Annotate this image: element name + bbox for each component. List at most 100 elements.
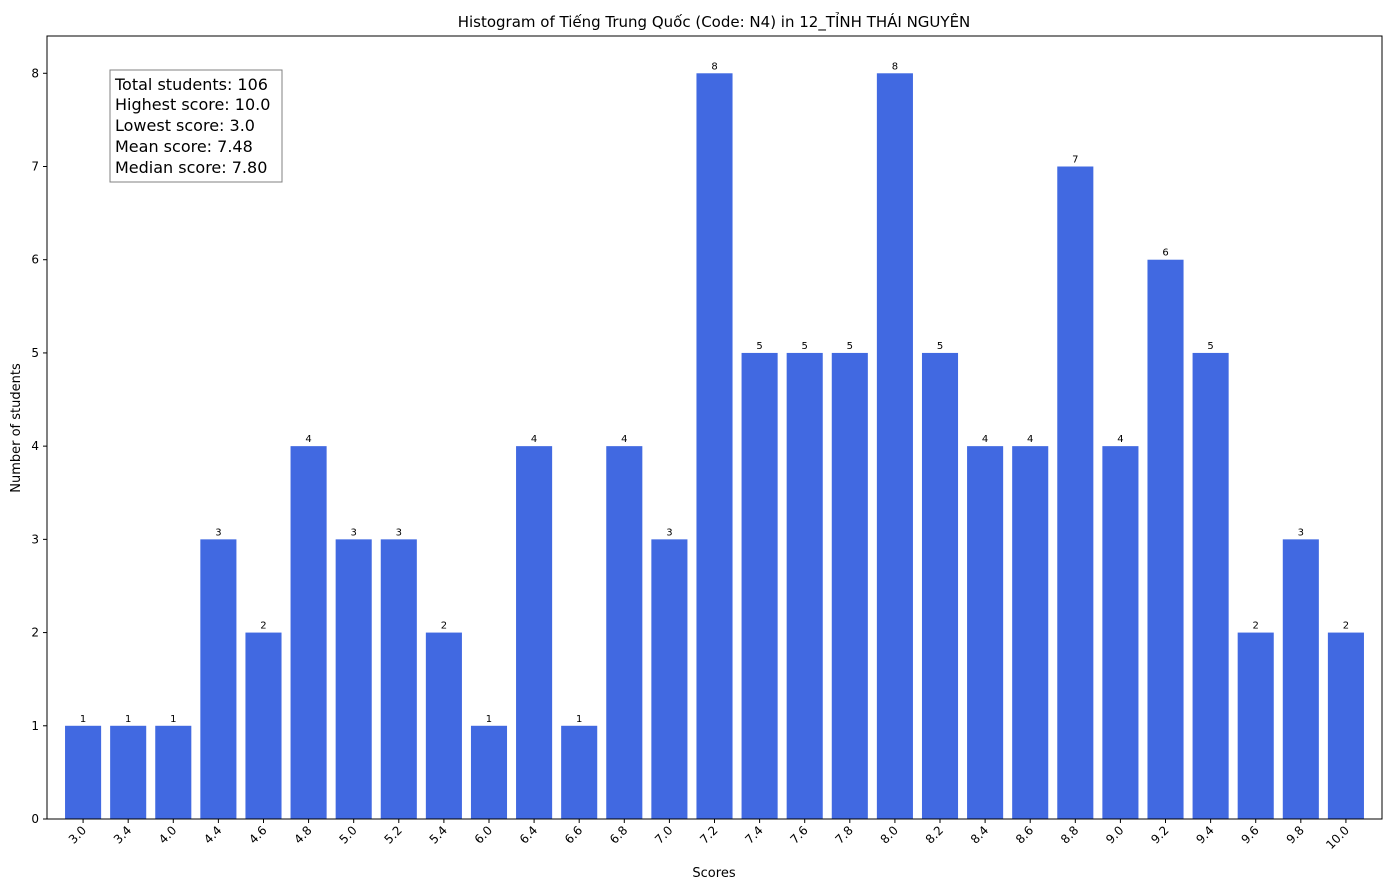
bar-4.0 bbox=[155, 725, 192, 819]
bar-4.6 bbox=[245, 632, 282, 819]
bar-8.4 bbox=[967, 446, 1004, 819]
bar-value-label: 3 bbox=[351, 527, 357, 538]
y-tick-label: 5 bbox=[31, 346, 39, 360]
bar-value-label: 1 bbox=[125, 714, 131, 725]
bar-value-label: 4 bbox=[305, 434, 311, 445]
bar-value-label: 4 bbox=[531, 434, 537, 445]
bar-8.8 bbox=[1057, 166, 1094, 819]
x-tick-label: 8.4 bbox=[968, 823, 991, 846]
y-tick-label: 7 bbox=[31, 160, 39, 174]
bar-labels-group: 1 1 1 3 2 4 3 3 2 1 4 1 4 3 8 5 5 5 8 5 4 4 7 4 6 5 2 3 2 bbox=[80, 61, 1349, 725]
bar-value-label: 1 bbox=[170, 714, 176, 725]
x-tick-label: 9.6 bbox=[1238, 823, 1261, 846]
y-tick-label: 3 bbox=[31, 532, 39, 546]
x-tick-label: 9.2 bbox=[1148, 823, 1171, 846]
bar-6.0 bbox=[470, 725, 508, 819]
x-tick-label: 5.2 bbox=[382, 823, 405, 846]
bar-value-label: 2 bbox=[1343, 621, 1349, 632]
bar-value-label: 3 bbox=[396, 527, 402, 538]
bar-value-label: 5 bbox=[847, 341, 853, 352]
bar-value-label: 2 bbox=[441, 621, 447, 632]
x-tick-label: 9.8 bbox=[1284, 823, 1307, 846]
y-tick-label: 6 bbox=[31, 253, 39, 267]
bar-value-label: 8 bbox=[892, 61, 898, 72]
bar-value-label: 1 bbox=[80, 714, 86, 725]
bar-8.0 bbox=[876, 73, 913, 820]
bar-7.2 bbox=[696, 73, 733, 820]
stats-line-highest: Highest score: 10.0 bbox=[115, 95, 270, 114]
bar-6.4 bbox=[516, 446, 553, 819]
x-tick-label: 5.4 bbox=[427, 823, 450, 846]
x-tick-label: 4.6 bbox=[246, 823, 269, 846]
bar-6.6 bbox=[561, 725, 598, 819]
y-tick-label: 8 bbox=[31, 66, 39, 80]
bar-3.0 bbox=[65, 725, 102, 819]
x-tick-label: 7.6 bbox=[787, 823, 810, 846]
bar-8.2 bbox=[921, 352, 959, 819]
bar-value-label: 8 bbox=[711, 61, 717, 72]
bar-value-label: 4 bbox=[982, 434, 988, 445]
bars-group bbox=[65, 73, 1364, 820]
x-tick-label: 8.8 bbox=[1058, 823, 1081, 846]
x-tick-label: 6.6 bbox=[562, 823, 585, 846]
bar-4.4 bbox=[200, 539, 237, 819]
x-tick-label: 7.0 bbox=[652, 823, 675, 846]
bar-value-label: 3 bbox=[1298, 527, 1304, 538]
x-tick-label: 7.4 bbox=[742, 823, 765, 846]
bar-6.8 bbox=[606, 446, 643, 819]
bar-9.2 bbox=[1147, 259, 1184, 819]
bar-7.4 bbox=[741, 352, 778, 819]
stats-line-total: Total students: 106 bbox=[114, 75, 268, 94]
x-tick-label: 6.0 bbox=[472, 823, 495, 846]
bar-5.4 bbox=[425, 632, 462, 819]
x-tick-label: 4.8 bbox=[291, 823, 314, 846]
stats-line-mean: Mean score: 7.48 bbox=[115, 137, 253, 156]
bar-7.8 bbox=[831, 352, 868, 819]
x-tick-label: 5.0 bbox=[336, 823, 359, 846]
bar-5.2 bbox=[380, 539, 417, 819]
stats-box: Total students: 106 Highest score: 10.0 … bbox=[109, 69, 283, 183]
x-tick-label: 9.4 bbox=[1193, 823, 1216, 846]
x-tick-label: 3.4 bbox=[111, 823, 134, 846]
bar-value-label: 5 bbox=[1207, 341, 1213, 352]
x-tick-label: 7.2 bbox=[697, 823, 720, 846]
chart-title: Histogram of Tiếng Trung Quốc (Code: N4)… bbox=[458, 11, 971, 32]
bar-5.0 bbox=[335, 539, 372, 819]
x-tick-label: 8.6 bbox=[1013, 823, 1036, 846]
x-axis-ticks: 3.0 3.4 4.0 4.4 4.6 4.8 5.0 5.2 5.4 6.0 6.4 6.6 6.8 7… bbox=[66, 819, 1352, 852]
bar-9.8 bbox=[1282, 539, 1319, 819]
bar-10.0 bbox=[1327, 632, 1364, 819]
x-tick-label: 4.0 bbox=[156, 823, 179, 846]
plot-frame bbox=[46, 35, 1383, 820]
x-tick-label: 8.2 bbox=[923, 823, 946, 846]
bar-9.6 bbox=[1237, 632, 1274, 819]
bar-value-label: 1 bbox=[486, 714, 492, 725]
bar-value-label: 3 bbox=[215, 527, 221, 538]
bar-9.0 bbox=[1102, 446, 1139, 819]
bar-value-label: 3 bbox=[666, 527, 672, 538]
bar-value-label: 4 bbox=[621, 434, 627, 445]
x-tick-label: 10.0 bbox=[1323, 823, 1352, 852]
x-tick-label: 9.0 bbox=[1103, 823, 1126, 846]
x-axis-title: Scores bbox=[692, 866, 735, 881]
y-tick-label: 0 bbox=[31, 812, 39, 826]
x-tick-label: 6.4 bbox=[517, 823, 540, 846]
x-tick-label: 3.0 bbox=[66, 823, 89, 846]
bar-value-label: 5 bbox=[802, 341, 808, 352]
bar-7.6 bbox=[786, 352, 823, 819]
y-axis-ticks: 0 1 2 3 4 5 6 7 8 bbox=[31, 66, 47, 826]
bar-value-label: 5 bbox=[937, 341, 943, 352]
y-tick-label: 2 bbox=[31, 626, 39, 640]
bar-4.8 bbox=[290, 446, 327, 819]
x-tick-label: 4.4 bbox=[201, 823, 224, 846]
bar-3.4 bbox=[110, 725, 147, 819]
bar-value-label: 2 bbox=[260, 621, 266, 632]
bar-value-label: 7 bbox=[1072, 155, 1078, 166]
stats-line-median: Median score: 7.80 bbox=[115, 158, 267, 177]
bar-value-label: 2 bbox=[1253, 621, 1259, 632]
y-tick-label: 4 bbox=[31, 439, 39, 453]
bar-value-label: 5 bbox=[756, 341, 762, 352]
x-tick-label: 8.0 bbox=[878, 823, 901, 846]
y-axis-title: Number of students bbox=[9, 363, 24, 493]
